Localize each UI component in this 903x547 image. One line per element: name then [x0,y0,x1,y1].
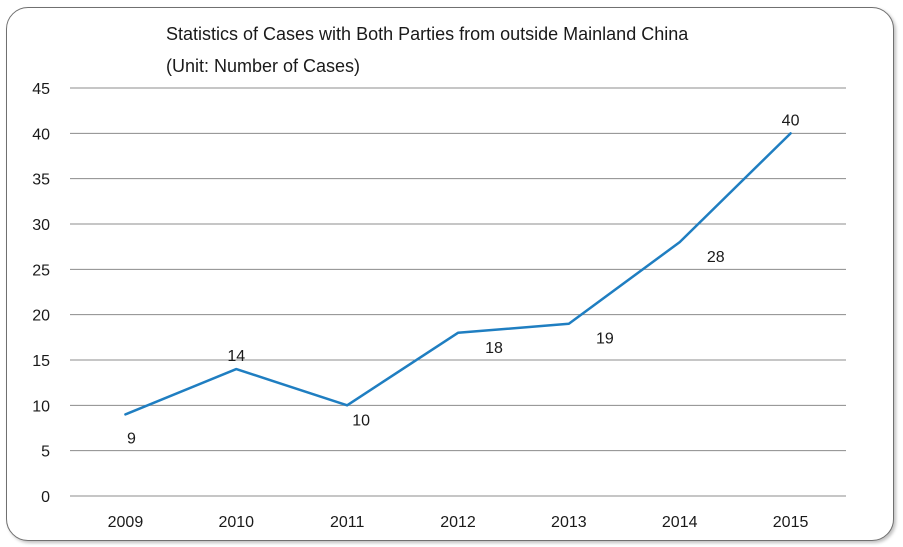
chart-title: Statistics of Cases with Both Parties fr… [166,24,689,44]
data-label: 9 [127,430,136,447]
chart-frame [6,7,894,541]
data-label: 10 [352,412,370,429]
y-tick-label: 10 [32,398,50,415]
y-tick-label: 0 [41,489,50,506]
data-label: 40 [782,112,800,129]
y-tick-label: 40 [32,126,50,143]
y-tick-label: 35 [32,172,50,189]
x-tick-label: 2014 [662,514,698,531]
data-label: 18 [485,340,503,357]
x-tick-label: 2010 [218,514,254,531]
chart-subtitle: (Unit: Number of Cases) [166,56,361,76]
data-label: 28 [707,249,725,266]
y-tick-label: 15 [32,353,50,370]
y-tick-label: 20 [32,308,50,325]
data-label: 19 [596,331,614,348]
series-line [124,132,792,416]
x-tick-label: 2009 [108,514,144,531]
x-tick-label: 2012 [440,514,476,531]
x-tick-label: 2011 [330,514,365,531]
x-tick-label: 2015 [773,514,809,531]
x-tick-label: 2013 [551,514,587,531]
y-tick-label: 5 [41,444,50,461]
y-tick-label: 30 [32,217,50,234]
y-tick-label: 25 [32,262,50,279]
y-tick-label: 45 [32,81,50,98]
data-label: 14 [227,348,245,365]
